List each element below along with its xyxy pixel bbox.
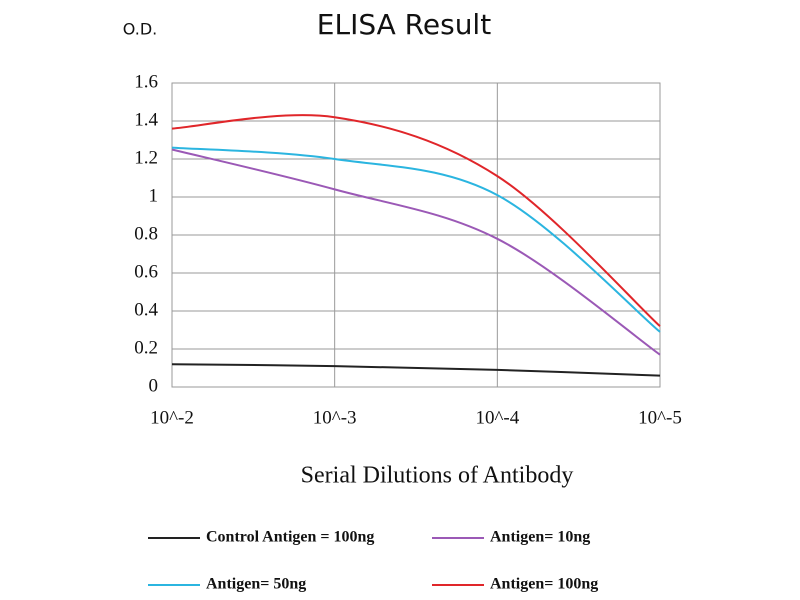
y-tick-label: 0.6	[134, 261, 158, 282]
legend-label: Antigen= 100ng	[490, 576, 598, 593]
series-line	[171, 363, 661, 377]
legend-label: Control Antigen = 100ng	[206, 529, 374, 546]
y-tick-label: 1	[149, 185, 159, 206]
y-tick-label: 1.6	[134, 71, 158, 92]
legend-label: Antigen= 10ng	[490, 529, 590, 546]
y-tick-label: 0	[149, 375, 159, 396]
x-tick-label: 10^-4	[475, 407, 519, 428]
y-tick-label: 1.2	[134, 147, 158, 168]
y-tick-label: 0.4	[134, 299, 158, 320]
series-line	[171, 114, 661, 327]
x-axis-label: Serial Dilutions of Antibody	[301, 463, 574, 489]
series-line	[171, 146, 661, 333]
legend-label: Antigen= 50ng	[206, 576, 306, 593]
y-axis-label: O.D.	[123, 20, 157, 39]
series-line	[171, 148, 661, 356]
y-tick-label: 0.2	[134, 337, 158, 358]
x-tick-label: 10^-2	[150, 407, 194, 428]
chart-title: ELISA Result	[317, 8, 491, 41]
x-tick-label: 10^-5	[638, 407, 682, 428]
y-tick-label: 0.8	[134, 223, 158, 244]
y-tick-label: 1.4	[134, 109, 158, 130]
x-tick-label: 10^-3	[313, 407, 357, 428]
